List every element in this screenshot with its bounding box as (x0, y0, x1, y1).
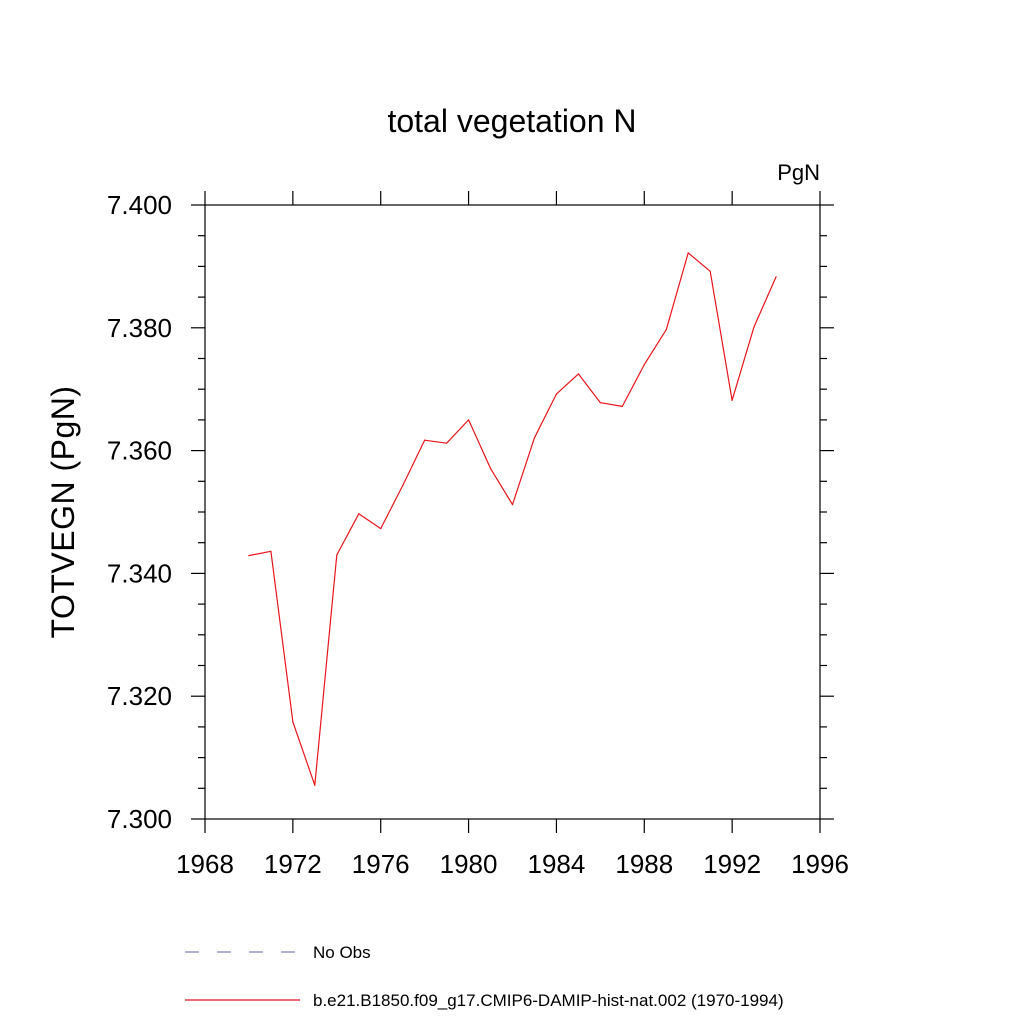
data-point (687, 252, 689, 254)
units-label: PgN (777, 160, 820, 185)
data-point (577, 373, 579, 375)
data-point (292, 721, 294, 723)
legend-label: No Obs (313, 943, 371, 962)
x-tick-label: 1972 (264, 849, 322, 879)
data-point (380, 527, 382, 530)
data-point (599, 402, 601, 404)
y-axis-label: TOTVEGN (PgN) (45, 385, 81, 638)
legend-label: b.e21.B1850.f09_g17.CMIP6-DAMIP-hist-nat… (313, 991, 784, 1010)
data-point (270, 550, 272, 552)
data-point (511, 504, 514, 506)
data-point (775, 276, 777, 278)
data-point (709, 270, 711, 272)
series-layer (248, 252, 777, 786)
data-point (621, 405, 623, 407)
data-point (314, 784, 316, 786)
data-point (248, 554, 250, 557)
chart-title: total vegetation N (387, 103, 636, 139)
plot-frame (204, 204, 821, 820)
data-point (467, 419, 470, 421)
data-point (424, 439, 426, 441)
legend: No Obs b.e21.B1850.f09_g17.CMIP6-DAMIP-hi… (185, 943, 784, 1010)
y-tick-label: 7.400 (107, 190, 172, 220)
axis-ticks (191, 191, 834, 833)
x-tick-label: 1968 (176, 849, 234, 879)
y-tick-label: 7.340 (107, 558, 172, 588)
data-point (665, 329, 667, 331)
series-line (248, 252, 777, 786)
x-tick-label: 1988 (615, 849, 673, 879)
data-point (489, 467, 492, 470)
data-point (555, 393, 558, 395)
x-tick-label: 1996 (791, 849, 849, 879)
x-tick-label: 1980 (440, 849, 498, 879)
data-point (753, 325, 755, 328)
y-tick-label: 7.360 (107, 436, 172, 466)
data-point (358, 513, 360, 515)
data-point (446, 442, 448, 444)
data-point (336, 554, 338, 556)
x-tick-label: 1992 (703, 849, 761, 879)
y-tick-label: 7.320 (107, 681, 172, 711)
axis-tick-labels: 1968 1972 1976 1980 1984 1988 1992 1996 7.300 7.3… (107, 190, 849, 879)
data-point (402, 484, 404, 487)
data-point (533, 437, 536, 439)
data-point (731, 399, 733, 401)
x-tick-label: 1984 (528, 849, 586, 879)
data-point (643, 364, 645, 366)
y-tick-label: 7.300 (107, 804, 172, 834)
x-tick-label: 1976 (352, 849, 410, 879)
y-tick-label: 7.380 (107, 313, 172, 343)
